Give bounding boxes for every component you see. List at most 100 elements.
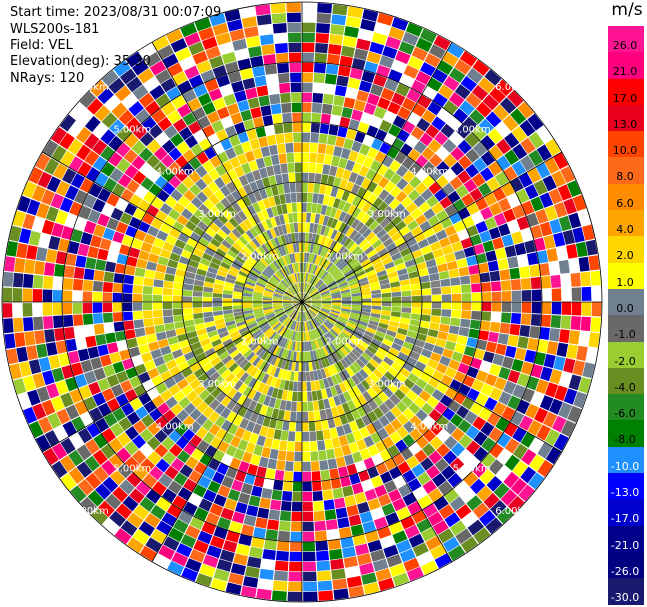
velocity-gate — [556, 246, 568, 261]
velocity-gate — [369, 372, 380, 383]
velocity-gate — [329, 207, 338, 218]
range-ring-label: 2.00km — [325, 336, 363, 347]
velocity-gate — [232, 302, 243, 306]
velocity-gate — [334, 497, 346, 509]
velocity-gate — [93, 433, 108, 449]
velocity-gate — [218, 331, 229, 339]
velocity-gate — [232, 391, 243, 403]
colorbar-tick-label: 13.0 — [612, 117, 638, 131]
velocity-gate — [378, 274, 389, 281]
velocity-gate — [372, 419, 384, 432]
velocity-gate — [279, 440, 288, 451]
velocity-gate — [302, 300, 312, 302]
velocity-gate — [115, 85, 132, 102]
velocity-gate — [265, 406, 274, 418]
velocity-gate — [296, 252, 300, 263]
velocity-gate — [294, 371, 299, 382]
velocity-gate — [153, 356, 165, 367]
velocity-gate — [303, 282, 306, 293]
velocity-gate — [482, 351, 495, 363]
velocity-gate — [226, 181, 237, 193]
velocity-gate — [133, 504, 150, 520]
velocity-gate — [87, 246, 99, 259]
velocity-gate — [374, 22, 391, 36]
velocity-gate — [494, 171, 509, 187]
azimuth-spoke — [151, 301, 303, 562]
velocity-gate — [381, 302, 392, 307]
velocity-gate — [479, 230, 492, 243]
velocity-gate — [248, 495, 261, 507]
velocity-gate — [197, 92, 212, 106]
velocity-gate — [370, 115, 383, 129]
velocity-gate — [159, 249, 172, 259]
velocity-gate — [407, 478, 422, 492]
velocity-gate — [311, 102, 322, 113]
velocity-gate — [263, 437, 273, 449]
velocity-gate — [341, 299, 352, 302]
velocity-gate — [347, 277, 358, 284]
velocity-gate — [282, 328, 289, 338]
velocity-gate — [323, 274, 332, 282]
velocity-gate — [275, 259, 282, 269]
velocity-gate — [297, 311, 300, 321]
velocity-gate — [139, 545, 157, 562]
velocity-gate — [577, 209, 591, 226]
velocity-gate — [224, 61, 239, 74]
velocity-gate — [560, 273, 571, 288]
velocity-gate — [399, 317, 411, 325]
velocity-gate — [365, 231, 376, 242]
velocity-gate — [330, 267, 339, 276]
velocity-gate — [333, 95, 345, 107]
velocity-gate — [304, 283, 308, 293]
velocity-gate — [241, 141, 252, 153]
velocity-gate — [302, 242, 305, 253]
velocity-gate — [360, 287, 371, 293]
velocity-gate — [416, 333, 427, 342]
velocity-gate — [400, 346, 412, 356]
velocity-gate — [222, 257, 233, 266]
velocity-gate — [177, 450, 191, 464]
velocity-gate — [264, 311, 274, 317]
velocity-gate — [124, 456, 140, 472]
velocity-gate — [204, 347, 216, 357]
velocity-gate — [215, 323, 226, 330]
velocity-gate — [458, 327, 470, 337]
velocity-gate — [239, 6, 256, 19]
velocity-gate — [349, 314, 360, 321]
velocity-gate — [485, 373, 498, 387]
velocity-gate — [281, 280, 289, 288]
velocity-gate — [24, 259, 36, 274]
velocity-gate — [496, 138, 512, 155]
velocity-gate — [122, 311, 133, 321]
velocity-gate — [530, 314, 542, 327]
velocity-gate — [210, 535, 225, 549]
velocity-gate — [338, 466, 349, 478]
velocity-gate — [520, 313, 532, 326]
velocity-gate — [529, 454, 545, 472]
velocity-gate — [328, 265, 337, 274]
velocity-gate — [177, 333, 188, 342]
velocity-gate — [381, 306, 392, 311]
velocity-gate — [391, 291, 402, 297]
velocity-gate — [572, 194, 587, 212]
velocity-gate — [277, 409, 285, 420]
colorbar-segment: -30.0 — [608, 578, 644, 605]
velocity-gate — [182, 163, 195, 176]
velocity-gate — [455, 124, 471, 139]
velocity-gate — [325, 319, 334, 327]
velocity-gate — [289, 287, 296, 295]
velocity-gate — [243, 289, 254, 295]
velocity-gate — [218, 266, 229, 274]
velocity-gate — [448, 325, 460, 335]
velocity-gate — [277, 236, 284, 246]
velocity-gate — [295, 311, 299, 321]
velocity-gate — [262, 300, 272, 302]
velocity-gate — [271, 408, 280, 419]
velocity-gate — [274, 290, 284, 295]
velocity-gate — [367, 273, 378, 281]
velocity-gate — [270, 238, 278, 249]
velocity-gate — [409, 428, 422, 441]
velocity-gate — [530, 224, 543, 239]
velocity-gate — [41, 219, 55, 235]
velocity-gate — [342, 224, 351, 235]
